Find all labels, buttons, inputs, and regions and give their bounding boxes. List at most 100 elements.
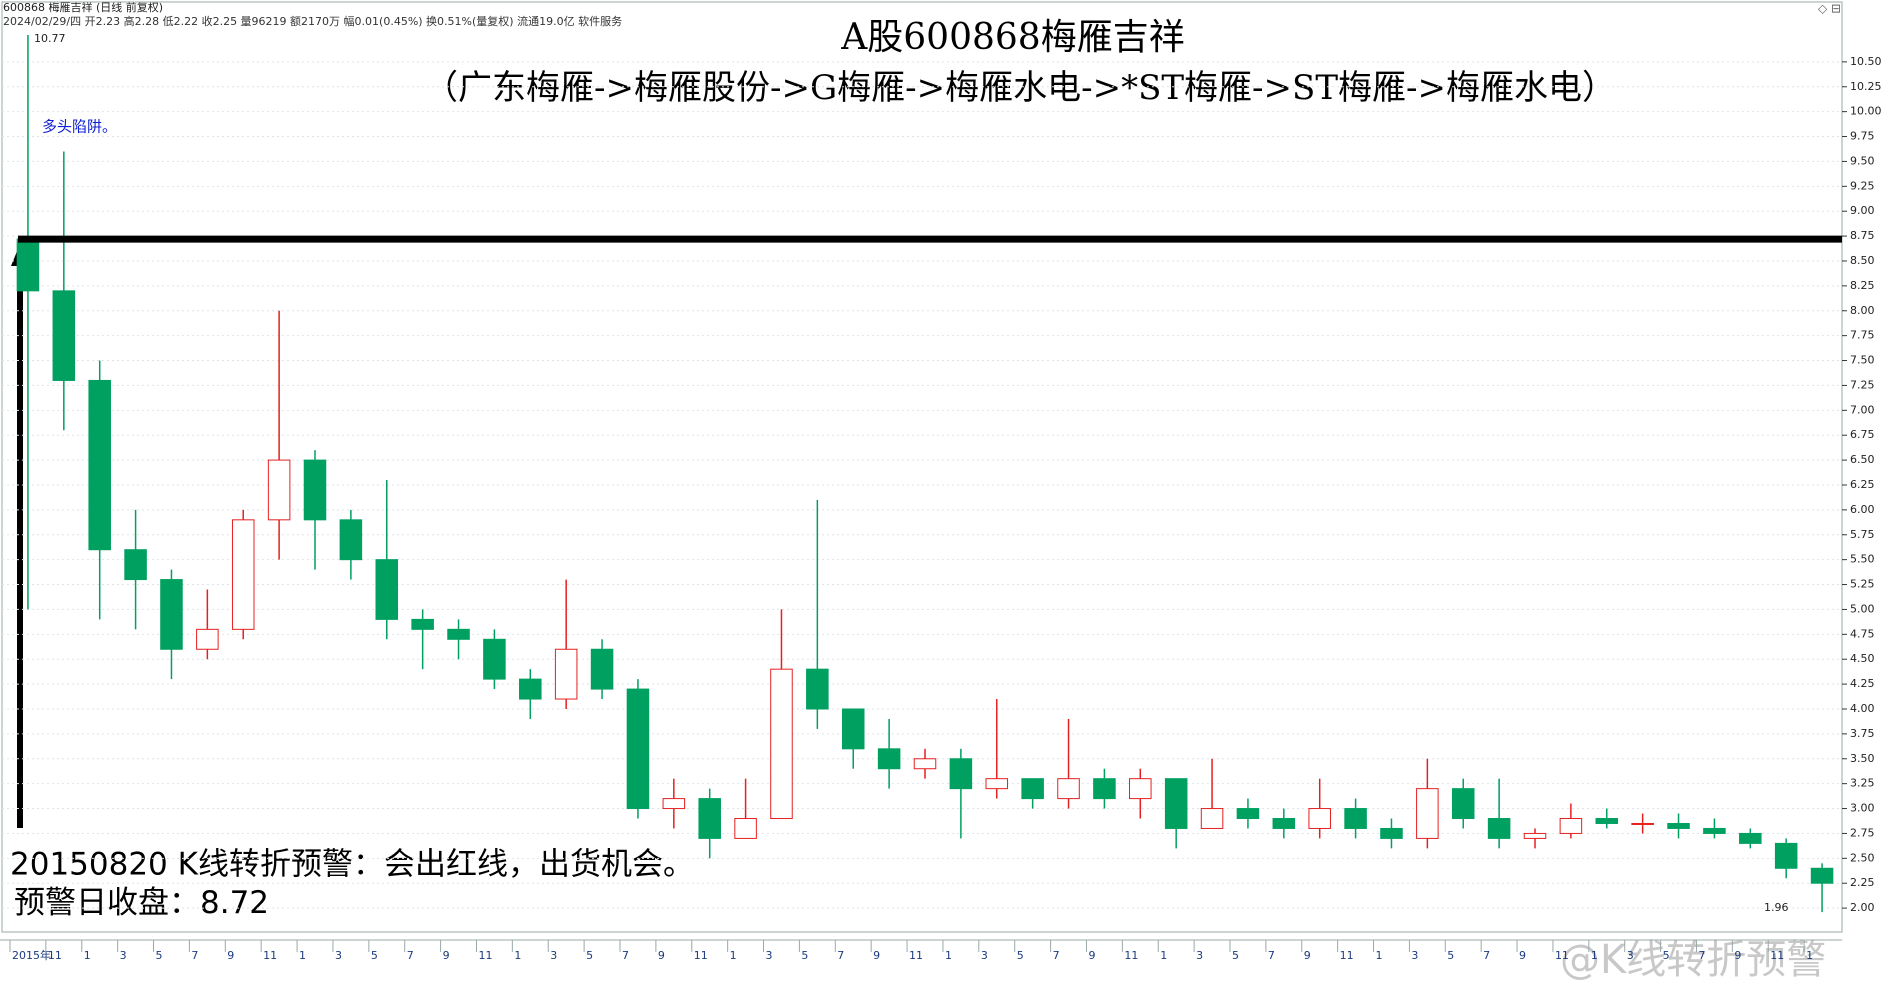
x-tick-label: 3 [1627, 949, 1634, 962]
x-tick-label: 3 [1411, 949, 1418, 962]
y-tick-label: 8.75 [1850, 229, 1875, 242]
y-tick-label: 3.00 [1850, 802, 1875, 815]
y-tick-label: 5.50 [1850, 553, 1875, 566]
candle-body [1667, 822, 1690, 829]
candle-body [1164, 778, 1188, 829]
x-tick-label: 3 [1196, 949, 1203, 962]
candle-body [1129, 778, 1152, 800]
candle-body [1595, 818, 1619, 824]
candle-body [1416, 788, 1439, 839]
y-tick-label: 2.50 [1850, 851, 1875, 864]
header: 600868 梅雁吉祥 (日线 前复权) [3, 0, 163, 14]
candle-body [1487, 818, 1511, 839]
y-tick-label: 7.75 [1850, 329, 1875, 342]
x-tick-label: 1 [514, 949, 521, 962]
x-tick-label: 11 [694, 949, 708, 962]
info-line: 2024/02/29/四 开2.23 高2.28 低2.22 收2.25 量96… [3, 14, 622, 28]
candle-body [483, 638, 506, 680]
x-tick-label: 7 [191, 949, 198, 962]
alert-value: 8.72 [200, 885, 269, 921]
plot-frame [1, 1, 1843, 933]
x-tick-label: 5 [1447, 949, 1454, 962]
candle-body [1559, 818, 1583, 834]
y-tick-label: 7.25 [1850, 378, 1875, 391]
x-tick-label: 9 [1304, 949, 1311, 962]
chart-subtitle: （广东梅雁->梅雁股份->G梅雁->梅雁水电->*ST梅雁->ST梅雁->梅雁水… [424, 68, 1616, 108]
candle-body [913, 758, 937, 770]
candle-body [770, 668, 793, 820]
candle-body [1523, 832, 1547, 839]
x-tick-label: 11 [48, 949, 62, 962]
x-tick-label: 2015年 [12, 948, 51, 962]
candle-body [1631, 822, 1654, 825]
candle-body [734, 818, 757, 839]
x-tick-label: 7 [1268, 949, 1275, 962]
x-tick-label: 7 [837, 949, 844, 962]
x-tick-label: 1 [1160, 949, 1167, 962]
x-tick-label: 1 [945, 949, 952, 962]
candle-body [1308, 808, 1331, 829]
y-tick-label: 4.00 [1850, 702, 1875, 715]
y-tick-label: 3.25 [1850, 777, 1875, 790]
x-tick-label: 7 [1483, 949, 1490, 962]
candle-body [1021, 778, 1044, 800]
y-tick-label: 6.50 [1850, 453, 1875, 466]
candle-body [519, 678, 542, 700]
x-tick-label: 9 [1088, 949, 1095, 962]
y-tick-label: 4.50 [1850, 652, 1875, 665]
x-tick-label: 11 [1555, 949, 1569, 962]
candle-body [1774, 842, 1798, 869]
x-tick-label: 5 [1017, 949, 1024, 962]
y-tick-label: 6.25 [1850, 478, 1875, 491]
y-tick-label: 3.50 [1850, 752, 1875, 765]
candle-body [1810, 867, 1834, 884]
candle-body [1451, 788, 1475, 820]
x-tick-label: 1 [1591, 949, 1598, 962]
y-tick-label: 2.75 [1850, 826, 1875, 839]
candle-body [88, 379, 111, 551]
candle-body [447, 628, 470, 640]
y-tick-label: 5.75 [1850, 528, 1875, 541]
candle-body [806, 668, 829, 710]
candle-body [949, 758, 973, 790]
candle-body [160, 579, 183, 650]
y-tick-label: 9.25 [1850, 179, 1875, 192]
candle-body [1272, 818, 1296, 829]
x-tick-label: 11 [1340, 949, 1354, 962]
x-tick-label: 11 [1770, 949, 1784, 962]
candle-body [985, 778, 1009, 790]
candle-body [124, 549, 147, 581]
candle-body [877, 748, 901, 770]
x-tick-label: 9 [227, 949, 234, 962]
y-tick-label: 5.00 [1850, 602, 1875, 615]
y-tick-label: 7.00 [1850, 403, 1875, 416]
x-tick-label: 5 [801, 949, 808, 962]
x-tick-label: 9 [873, 949, 880, 962]
candle-body [554, 648, 578, 700]
candle-body [303, 459, 327, 521]
candle-body [411, 618, 434, 630]
y-tick-label: 10.50 [1850, 55, 1882, 68]
x-tick-label: 11 [478, 949, 492, 962]
x-tick-label: 7 [1053, 949, 1060, 962]
window-icons: ◇ ⊟ [1818, 2, 1841, 16]
candle-body [590, 648, 614, 690]
y-tick-label: 10.25 [1850, 80, 1882, 93]
candle-body [841, 708, 865, 750]
y-tick-label: 9.50 [1850, 154, 1875, 167]
y-tick-label: 2.25 [1850, 876, 1875, 889]
x-tick-label: 3 [550, 949, 557, 962]
candle-body [375, 559, 399, 620]
y-tick-label: 2.00 [1850, 901, 1875, 914]
y-tick-label: 9.75 [1850, 130, 1875, 143]
x-tick-label: 9 [658, 949, 665, 962]
x-tick-label: 1 [730, 949, 737, 962]
low-label: 1.96 [1764, 901, 1789, 914]
x-tick-label: 5 [371, 949, 378, 962]
x-tick-label: 5 [1232, 949, 1239, 962]
y-tick-label: 5.25 [1850, 578, 1875, 591]
x-tick-label: 9 [443, 949, 450, 962]
x-tick-label: 11 [263, 949, 277, 962]
alert-note: 20150820 K线转折预警：会出红线，出货机会。 [10, 847, 694, 883]
